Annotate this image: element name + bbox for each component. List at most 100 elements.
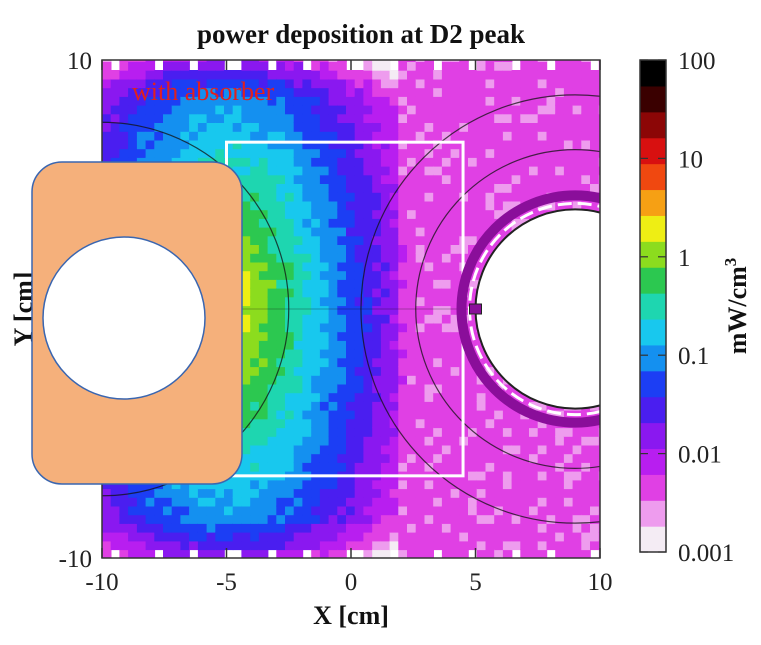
heat-cell [285, 383, 295, 394]
heat-cell [468, 200, 478, 211]
heat-cell [311, 505, 321, 516]
heat-cell [319, 183, 330, 193]
heat-cell [407, 113, 417, 123]
heat-cell [433, 479, 443, 490]
heat-cell [424, 523, 434, 533]
heat-cell [407, 157, 417, 167]
heat-cell [433, 418, 443, 429]
heat-cell [433, 322, 443, 333]
heat-cell [572, 549, 583, 558]
heat-cell [468, 148, 478, 158]
heat-cell [311, 523, 321, 533]
heat-cell [346, 531, 356, 542]
heat-cell [241, 453, 251, 463]
heat-cell [328, 314, 339, 324]
heat-cell [136, 540, 147, 551]
heat-cell [337, 409, 347, 420]
heat-cell [389, 409, 400, 420]
heat-cell [502, 444, 513, 455]
heat-cell [224, 113, 234, 123]
heat-cell [258, 462, 269, 472]
heat-cell [110, 113, 121, 123]
heat-cell [398, 540, 408, 551]
heat-cell [328, 366, 339, 376]
heat-cell [398, 488, 408, 498]
heat-cell [389, 514, 400, 524]
heat-cell [319, 218, 330, 228]
heat-cell [380, 418, 391, 429]
heat-cell [590, 444, 600, 455]
heat-cell [276, 131, 286, 141]
heat-cell [441, 357, 452, 368]
heat-cell [224, 87, 234, 97]
heat-cell [407, 287, 417, 298]
heat-cell [319, 174, 330, 184]
heat-cell [529, 165, 539, 176]
heat-cell [145, 113, 156, 123]
heat-cell [346, 409, 356, 420]
heat-cell [407, 253, 417, 263]
heat-cell [450, 70, 461, 80]
heat-cell [441, 401, 452, 411]
heat-cell [441, 549, 452, 558]
heat-cell [494, 70, 504, 80]
heat-cell [293, 60, 304, 62]
heat-cell [485, 87, 495, 97]
heat-cell [450, 96, 461, 106]
heat-cell [267, 314, 278, 324]
colorbar-swatch [640, 60, 666, 87]
heat-cell [581, 87, 591, 97]
heat-cell [276, 322, 286, 333]
heat-cell [293, 104, 304, 115]
heat-cell [346, 148, 356, 158]
heat-cell [241, 436, 251, 446]
heat-cell [380, 165, 391, 176]
heat-cell [459, 488, 469, 498]
heat-cell [119, 78, 129, 89]
heat-cell [511, 104, 522, 115]
heat-cell [494, 192, 504, 202]
heat-cell [250, 462, 260, 472]
heat-cell [424, 270, 434, 280]
heat-cell [520, 479, 530, 490]
heat-cell [171, 122, 182, 132]
heat-cell [441, 314, 452, 324]
heat-cell [250, 366, 260, 376]
heat-cell [171, 139, 182, 150]
heat-cell [302, 488, 312, 498]
heat-cell [468, 209, 478, 219]
heat-cell [346, 505, 356, 516]
heat-cell [267, 436, 278, 446]
heat-cell [520, 505, 530, 516]
heat-cell [154, 514, 164, 524]
heat-cell [110, 139, 121, 150]
heat-cell [311, 401, 321, 411]
heat-cell [258, 244, 269, 254]
heat-cell [398, 253, 408, 263]
heat-cell [476, 436, 487, 446]
heat-cell [520, 453, 530, 463]
heat-cell [276, 218, 286, 228]
heat-cell [102, 514, 112, 524]
heat-cell [590, 427, 600, 437]
y-tick-label: -10 [59, 546, 92, 573]
heat-cell [136, 78, 147, 89]
heat-cell [145, 131, 156, 141]
heat-cell [485, 113, 495, 123]
heat-cell [311, 226, 321, 237]
heat-cell [372, 375, 382, 385]
heat-cell [415, 270, 426, 280]
heat-cell [337, 523, 347, 533]
heat-cell [215, 540, 225, 551]
heat-cell [529, 470, 539, 481]
heat-cell [241, 60, 251, 62]
heat-cell [328, 61, 339, 71]
heat-cell [520, 61, 530, 71]
heat-cell [311, 540, 321, 551]
heat-cell [354, 314, 365, 324]
heat-cell [441, 287, 452, 298]
heat-cell [502, 165, 513, 176]
heat-cell [494, 148, 504, 158]
heat-cell [441, 531, 452, 542]
heat-cell [415, 87, 426, 97]
